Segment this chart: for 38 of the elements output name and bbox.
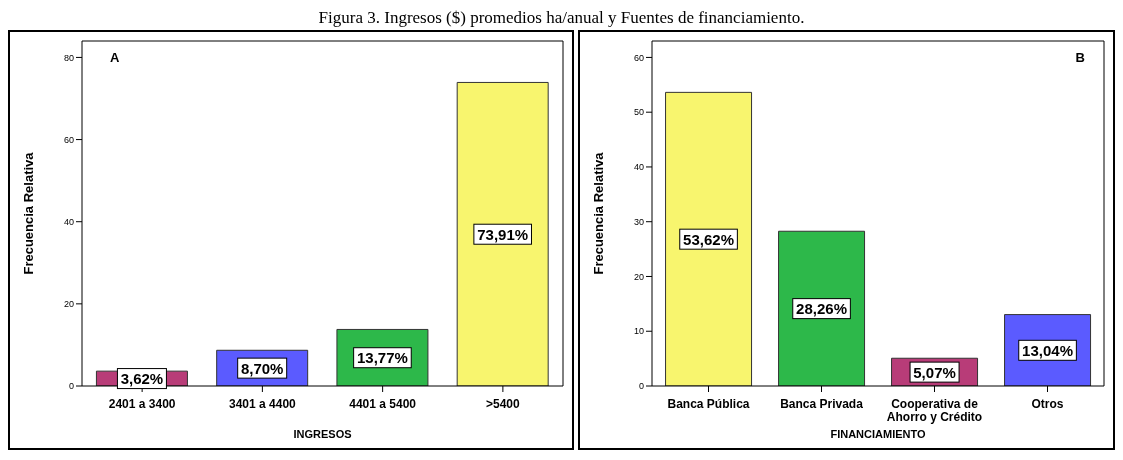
x-axis-title: INGRESOS — [293, 428, 352, 440]
x-tick-label: Banca Pública — [667, 397, 750, 411]
chart-title: Figura 3. Ingresos ($) promedios ha/anual y Fuentes de financiamiento. — [317, 8, 806, 29]
data-label: 13,04% — [1022, 341, 1073, 359]
x-tick-label: >5400 — [486, 397, 521, 411]
y-tick-label: 30 — [633, 216, 644, 227]
y-axis-title: Frecuencia Relativa — [590, 151, 606, 275]
x-tick-label: 4401 a 5400 — [349, 397, 417, 411]
y-tick-label: 0 — [68, 381, 74, 392]
x-tick-label: Banca Privada — [780, 397, 864, 411]
y-tick-label: 80 — [63, 52, 74, 63]
bar — [456, 81, 549, 386]
bar — [778, 230, 866, 386]
y-tick-label: 60 — [63, 134, 74, 145]
x-tick-label: 2401 a 3400 — [108, 397, 176, 411]
y-tick-label: 0 — [638, 381, 644, 392]
data-label: 5,07% — [913, 363, 956, 381]
y-tick-label: 50 — [633, 107, 644, 118]
data-label: 8,70% — [240, 359, 284, 377]
x-tick-label: Otros — [1031, 397, 1064, 411]
data-label: 3,62% — [120, 370, 164, 388]
y-tick-label: 20 — [63, 299, 74, 310]
y-tick-label: 60 — [633, 52, 644, 63]
y-tick-label: 20 — [633, 271, 644, 282]
data-label: 53,62% — [683, 230, 734, 248]
y-tick-label: 40 — [633, 162, 644, 173]
bar — [665, 91, 753, 386]
x-axis-title: FINANCIAMIENTO — [830, 428, 926, 440]
data-label: 13,77% — [356, 349, 408, 367]
annotation: B — [1075, 50, 1085, 65]
y-tick-label: 10 — [633, 326, 644, 337]
y-tick-label: 40 — [63, 216, 74, 227]
data-label: 73,91% — [477, 225, 529, 243]
y-axis-title: Frecuencia Relativa — [20, 151, 36, 275]
x-tick-label: 3401 a 4400 — [229, 397, 297, 411]
x-tick-label: Cooperativa de Ahorro y Crédito — [886, 397, 983, 424]
data-label: 28,26% — [796, 300, 847, 318]
annotation: A — [110, 50, 120, 65]
